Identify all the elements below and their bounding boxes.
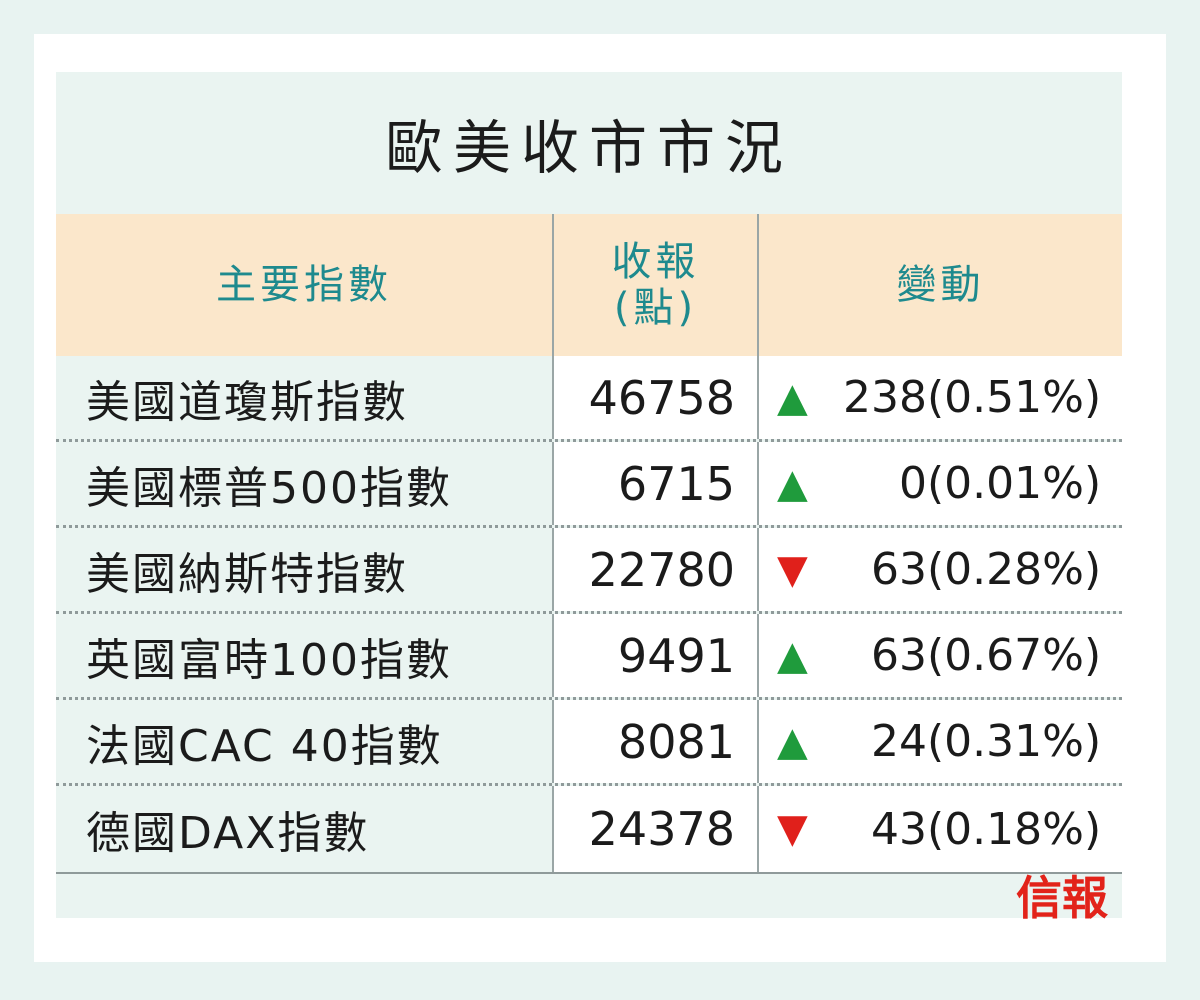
table-title: 歐美收市市況	[384, 114, 793, 182]
close-value: 6715	[552, 442, 757, 525]
change-cell: ▲ 238 (0.51%)	[757, 356, 1122, 439]
header-index-label: 主要指數	[216, 262, 392, 308]
market-table-panel: 歐美收市市況 主要指數 收報 (點) 變動 美國道瓊斯指數 46758 ▲ 23…	[56, 72, 1122, 925]
table-footer: 信報	[56, 856, 1122, 925]
table-row: 美國標普500指數 6715 ▲ 0 (0.01%)	[56, 442, 1122, 528]
table-row: 德國DAX指數 24378 ▼ 43 (0.18%)	[56, 786, 1122, 874]
change-points: 24	[871, 716, 927, 767]
change-points: 43	[871, 803, 927, 855]
header-change: 變動	[757, 214, 1122, 356]
change-cell: ▼ 63 (0.28%)	[757, 528, 1122, 611]
down-arrow-icon: ▼	[777, 546, 808, 593]
table-header: 主要指數 收報 (點) 變動	[56, 214, 1122, 356]
table-row: 美國納斯特指數 22780 ▼ 63 (0.28%)	[56, 528, 1122, 614]
table-body: 美國道瓊斯指數 46758 ▲ 238 (0.51%) 美國標普500指數 67…	[56, 356, 1122, 874]
up-arrow-icon: ▲	[777, 632, 808, 679]
header-close: 收報 (點)	[552, 214, 757, 356]
down-arrow-icon: ▼	[777, 806, 808, 852]
hkej-logo: 信報	[1016, 871, 1108, 925]
change-points: 63	[871, 544, 927, 595]
index-name: 德國DAX指數	[86, 808, 370, 859]
header-index: 主要指數	[56, 214, 552, 356]
table-row: 法國CAC 40指數 8081 ▲ 24 (0.31%)	[56, 700, 1122, 786]
index-name: 美國標普500指數	[86, 462, 452, 514]
up-arrow-icon: ▲	[777, 460, 808, 507]
header-change-label: 變動	[896, 262, 985, 308]
change-percent: (0.28%)	[927, 544, 1102, 595]
up-arrow-icon: ▲	[777, 374, 808, 421]
up-arrow-icon: ▲	[777, 718, 808, 765]
index-name: 英國富時100指數	[86, 634, 452, 686]
close-value: 24378	[552, 786, 757, 872]
change-points: 63	[871, 630, 927, 681]
index-name: 美國道瓊斯指數	[86, 376, 408, 428]
change-percent: (0.18%)	[927, 803, 1102, 855]
change-points: 238	[843, 372, 927, 423]
change-percent: (0.01%)	[927, 458, 1102, 509]
close-value: 8081	[552, 700, 757, 783]
index-name: 法國CAC 40指數	[86, 720, 443, 772]
close-value: 46758	[552, 356, 757, 439]
table-row: 英國富時100指數 9491 ▲ 63 (0.67%)	[56, 614, 1122, 700]
header-close-label: 收報	[611, 239, 700, 285]
change-percent: (0.31%)	[927, 716, 1102, 767]
header-close-unit: (點)	[613, 285, 698, 331]
close-value: 22780	[552, 528, 757, 611]
change-percent: (0.51%)	[927, 372, 1102, 423]
table-row: 美國道瓊斯指數 46758 ▲ 238 (0.51%)	[56, 356, 1122, 442]
card: 歐美收市市況 主要指數 收報 (點) 變動 美國道瓊斯指數 46758 ▲ 23…	[34, 34, 1166, 962]
change-cell: ▼ 43 (0.18%)	[757, 786, 1122, 872]
change-points: 0	[899, 458, 927, 509]
close-value: 9491	[552, 614, 757, 697]
index-name: 美國納斯特指數	[86, 548, 408, 600]
change-cell: ▲ 0 (0.01%)	[757, 442, 1122, 525]
change-cell: ▲ 63 (0.67%)	[757, 614, 1122, 697]
change-percent: (0.67%)	[927, 630, 1102, 681]
change-cell: ▲ 24 (0.31%)	[757, 700, 1122, 783]
